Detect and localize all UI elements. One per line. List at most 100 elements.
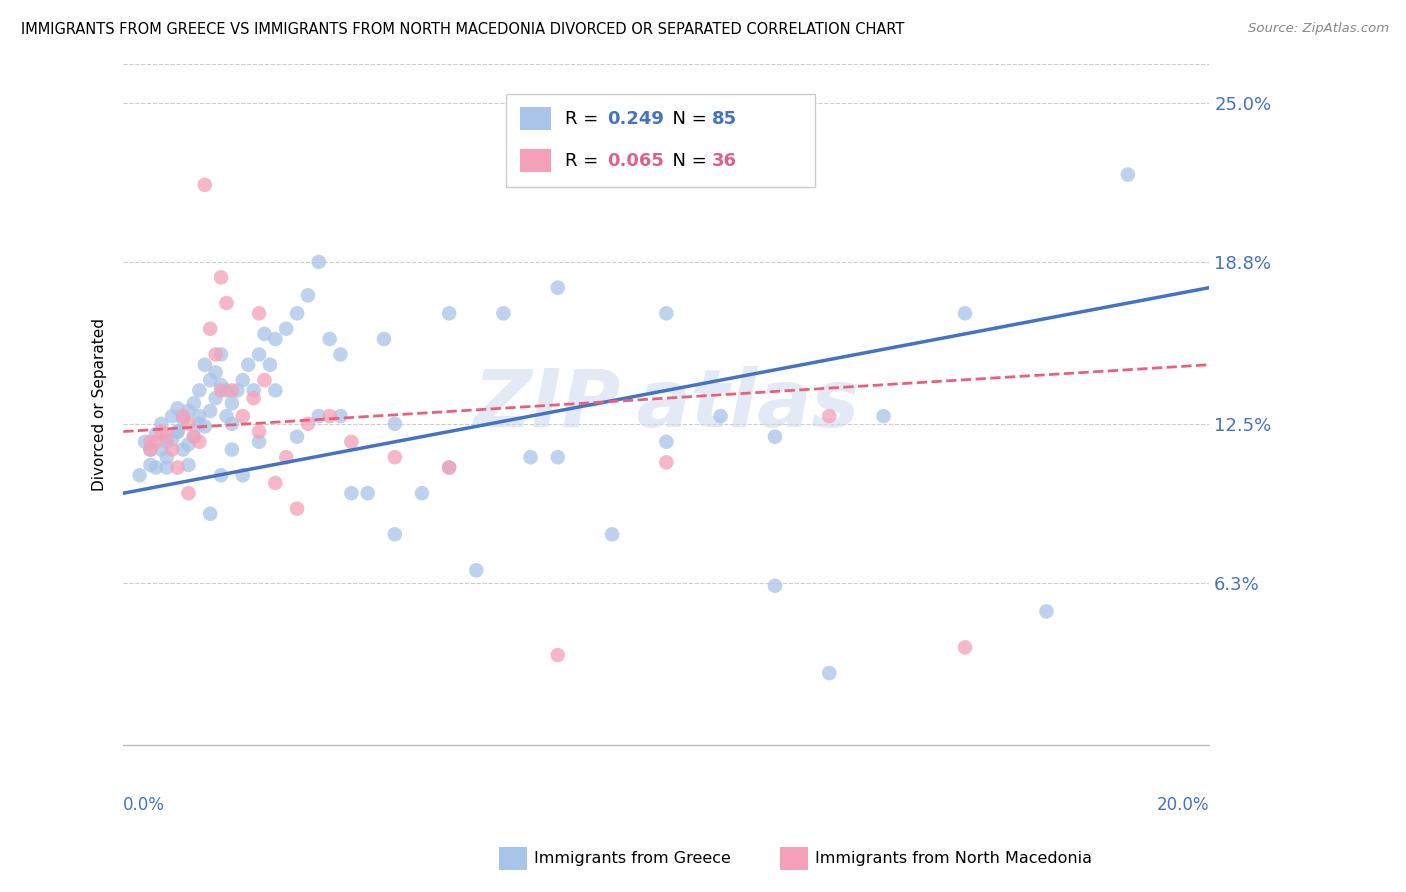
Point xyxy=(247,425,270,439)
Point xyxy=(145,460,167,475)
Point xyxy=(259,358,281,372)
Point xyxy=(160,409,183,423)
Point xyxy=(238,358,260,372)
Point xyxy=(373,332,395,346)
Point xyxy=(134,434,156,449)
Point xyxy=(198,322,221,336)
Point xyxy=(188,409,211,423)
Point xyxy=(221,442,243,457)
Point xyxy=(188,434,211,449)
Point xyxy=(204,366,226,380)
Point xyxy=(188,417,211,431)
Point xyxy=(253,373,276,387)
Point xyxy=(340,434,363,449)
Point xyxy=(384,527,406,541)
Point xyxy=(204,391,226,405)
Point xyxy=(139,458,162,472)
Point xyxy=(329,347,352,361)
Point xyxy=(232,373,254,387)
Point xyxy=(177,417,200,431)
Point xyxy=(437,306,460,320)
Point xyxy=(204,347,226,361)
Point xyxy=(763,430,786,444)
Point xyxy=(198,373,221,387)
Text: R =: R = xyxy=(565,110,605,128)
Point xyxy=(166,401,188,416)
Point xyxy=(183,396,205,410)
Point xyxy=(172,411,194,425)
Point xyxy=(188,384,211,398)
Text: ZIP atlas: ZIP atlas xyxy=(474,366,859,443)
Text: N =: N = xyxy=(661,152,713,169)
Point xyxy=(183,430,205,444)
Point xyxy=(215,384,238,398)
Point xyxy=(156,434,179,449)
Point xyxy=(318,332,340,346)
Point xyxy=(209,468,232,483)
Point xyxy=(232,468,254,483)
Point xyxy=(276,322,298,336)
Point xyxy=(763,579,786,593)
Text: N =: N = xyxy=(661,110,713,128)
Point xyxy=(156,450,179,465)
Point xyxy=(437,460,460,475)
Point xyxy=(156,460,179,475)
Text: 36: 36 xyxy=(711,152,737,169)
Point xyxy=(384,450,406,465)
Point xyxy=(297,417,319,431)
Point xyxy=(215,409,238,423)
Text: Immigrants from North Macedonia: Immigrants from North Macedonia xyxy=(815,851,1092,865)
Text: 85: 85 xyxy=(711,110,737,128)
Point xyxy=(247,306,270,320)
Point xyxy=(547,280,569,294)
Point xyxy=(145,434,167,449)
Point xyxy=(411,486,433,500)
Point xyxy=(710,409,733,423)
Point xyxy=(166,425,188,439)
Point xyxy=(308,255,330,269)
Point xyxy=(221,396,243,410)
Text: Immigrants from Greece: Immigrants from Greece xyxy=(534,851,731,865)
Point xyxy=(139,442,162,457)
Point xyxy=(156,430,179,444)
Y-axis label: Divorced or Separated: Divorced or Separated xyxy=(93,318,107,491)
Point xyxy=(198,404,221,418)
Point xyxy=(232,409,254,423)
Point xyxy=(172,409,194,423)
Point xyxy=(166,425,188,439)
Point xyxy=(285,306,308,320)
Point xyxy=(329,409,352,423)
Point xyxy=(547,648,569,662)
Point xyxy=(1035,604,1057,618)
Point xyxy=(194,358,217,372)
Point xyxy=(492,306,515,320)
Point xyxy=(285,501,308,516)
Point xyxy=(128,468,150,483)
Point xyxy=(276,450,298,465)
Text: 20.0%: 20.0% xyxy=(1157,797,1209,814)
Point xyxy=(242,384,264,398)
Point xyxy=(198,507,221,521)
Point xyxy=(177,404,200,418)
Point xyxy=(953,306,976,320)
Point xyxy=(437,460,460,475)
Point xyxy=(247,434,270,449)
Point xyxy=(166,460,188,475)
Point xyxy=(357,486,380,500)
Point xyxy=(194,178,217,192)
Point xyxy=(872,409,894,423)
Point xyxy=(139,434,162,449)
Point xyxy=(177,458,200,472)
Point xyxy=(172,442,194,457)
Point xyxy=(247,347,270,361)
Point xyxy=(209,384,232,398)
Point xyxy=(547,450,569,465)
Point xyxy=(318,409,340,423)
Point xyxy=(818,666,841,681)
Text: 0.065: 0.065 xyxy=(607,152,664,169)
Point xyxy=(183,430,205,444)
Point xyxy=(177,486,200,500)
Point xyxy=(160,442,183,457)
Point xyxy=(340,486,363,500)
Point xyxy=(209,270,232,285)
